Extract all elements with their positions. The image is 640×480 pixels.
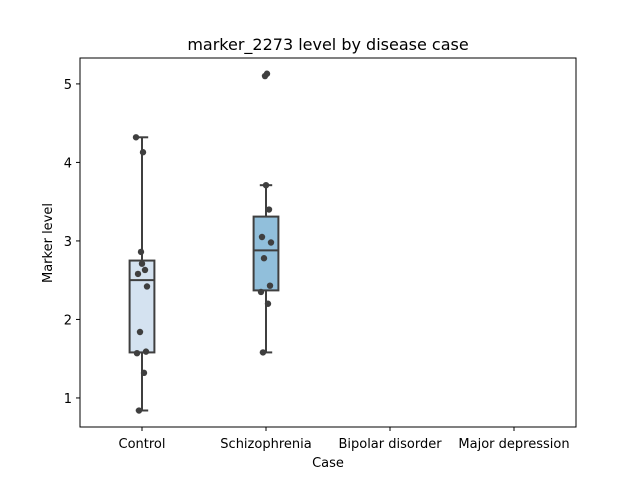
- y-tick-label: 3: [64, 235, 72, 250]
- y-tick-label: 1: [64, 392, 72, 407]
- data-point: [133, 350, 141, 357]
- plot-frame: [79, 57, 577, 428]
- data-point: [260, 255, 268, 262]
- chart-title: marker_2273 level by disease case: [187, 35, 468, 55]
- data-point: [258, 233, 266, 241]
- box-iqr: [252, 215, 280, 292]
- data-point: [262, 181, 270, 189]
- y-tick-label: 2: [64, 313, 72, 328]
- data-point: [142, 348, 150, 355]
- data-point: [132, 134, 140, 141]
- data-point: [136, 328, 144, 336]
- x-tick-label: Major depression: [458, 437, 569, 452]
- data-point: [264, 300, 272, 307]
- data-point: [135, 407, 143, 414]
- data-point: [265, 206, 273, 213]
- plot-area: 1 2 3 4 5 Control Schizophrenia Bipolar disorde…: [64, 57, 577, 452]
- data-point: [139, 149, 147, 156]
- data-point: [134, 270, 142, 278]
- data-point: [257, 288, 265, 296]
- data-point: [143, 283, 151, 290]
- y-tick-label: 4: [64, 156, 72, 171]
- data-point: [267, 239, 275, 246]
- data-point: [141, 266, 149, 274]
- data-point: [259, 349, 267, 356]
- x-tick-label: Bipolar disorder: [338, 437, 442, 452]
- x-axis-title: Case: [312, 456, 344, 471]
- data-point: [138, 260, 146, 267]
- data-point: [140, 369, 148, 377]
- x-tick-label: Control: [119, 437, 166, 452]
- y-axis-title: Marker level: [41, 203, 56, 283]
- data-point: [263, 70, 271, 77]
- box-iqr: [128, 259, 156, 354]
- y-tick-label: 5: [64, 78, 72, 93]
- data-point: [266, 282, 274, 289]
- x-tick-label: Schizophrenia: [220, 437, 311, 452]
- data-point: [137, 248, 145, 256]
